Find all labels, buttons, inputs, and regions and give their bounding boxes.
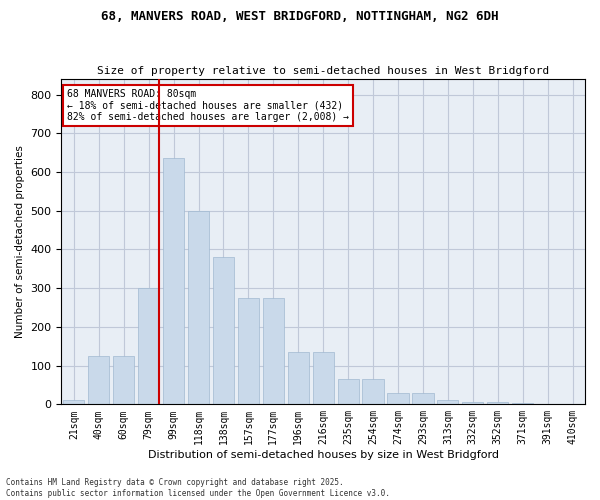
- Bar: [188, 210, 209, 404]
- Bar: [512, 403, 533, 404]
- Bar: [238, 298, 259, 405]
- Bar: [213, 257, 234, 404]
- Bar: [163, 158, 184, 404]
- Bar: [138, 288, 159, 405]
- Bar: [88, 356, 109, 405]
- Y-axis label: Number of semi-detached properties: Number of semi-detached properties: [15, 146, 25, 338]
- Bar: [113, 356, 134, 405]
- Bar: [462, 402, 484, 404]
- Bar: [362, 379, 383, 404]
- Bar: [263, 298, 284, 405]
- Bar: [338, 379, 359, 404]
- Title: Size of property relative to semi-detached houses in West Bridgford: Size of property relative to semi-detach…: [97, 66, 550, 76]
- Bar: [287, 352, 309, 405]
- X-axis label: Distribution of semi-detached houses by size in West Bridgford: Distribution of semi-detached houses by …: [148, 450, 499, 460]
- Bar: [313, 352, 334, 405]
- Text: Contains HM Land Registry data © Crown copyright and database right 2025.
Contai: Contains HM Land Registry data © Crown c…: [6, 478, 390, 498]
- Text: 68, MANVERS ROAD, WEST BRIDGFORD, NOTTINGHAM, NG2 6DH: 68, MANVERS ROAD, WEST BRIDGFORD, NOTTIN…: [101, 10, 499, 23]
- Bar: [487, 402, 508, 404]
- Bar: [412, 394, 434, 404]
- Text: 68 MANVERS ROAD: 80sqm
← 18% of semi-detached houses are smaller (432)
82% of se: 68 MANVERS ROAD: 80sqm ← 18% of semi-det…: [67, 89, 349, 122]
- Bar: [388, 394, 409, 404]
- Bar: [437, 400, 458, 404]
- Bar: [63, 400, 85, 404]
